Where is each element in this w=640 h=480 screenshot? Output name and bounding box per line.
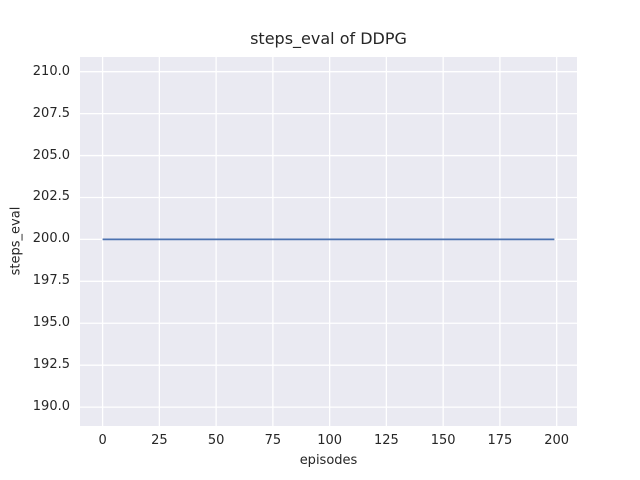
x-tick-label: 0 <box>98 433 107 448</box>
y-tick-label: 190.0 <box>32 399 70 415</box>
axes-background <box>80 57 577 426</box>
y-tick-label: 202.5 <box>32 189 70 205</box>
x-tick-label: 175 <box>487 433 513 448</box>
x-axis-label: episodes <box>299 453 358 468</box>
x-tick-label: 75 <box>264 433 282 448</box>
x-tick-label: 200 <box>544 433 570 448</box>
chart-title: steps_eval of DDPG <box>250 29 407 48</box>
x-tick-label: 150 <box>430 433 456 448</box>
y-tick-label: 200.0 <box>32 231 70 247</box>
y-tick-label: 205.0 <box>32 147 70 163</box>
x-tick-label: 50 <box>207 433 225 448</box>
y-tick-label: 192.5 <box>32 357 70 373</box>
x-tick-label: 25 <box>151 433 168 448</box>
y-tick-label: 210.0 <box>32 63 70 79</box>
x-tick-label: 125 <box>373 433 399 448</box>
y-tick-label: 195.0 <box>32 315 70 331</box>
y-tick-label: 197.5 <box>32 273 70 289</box>
x-tick-label: 100 <box>317 433 343 448</box>
y-tick-label: 207.5 <box>32 105 70 121</box>
